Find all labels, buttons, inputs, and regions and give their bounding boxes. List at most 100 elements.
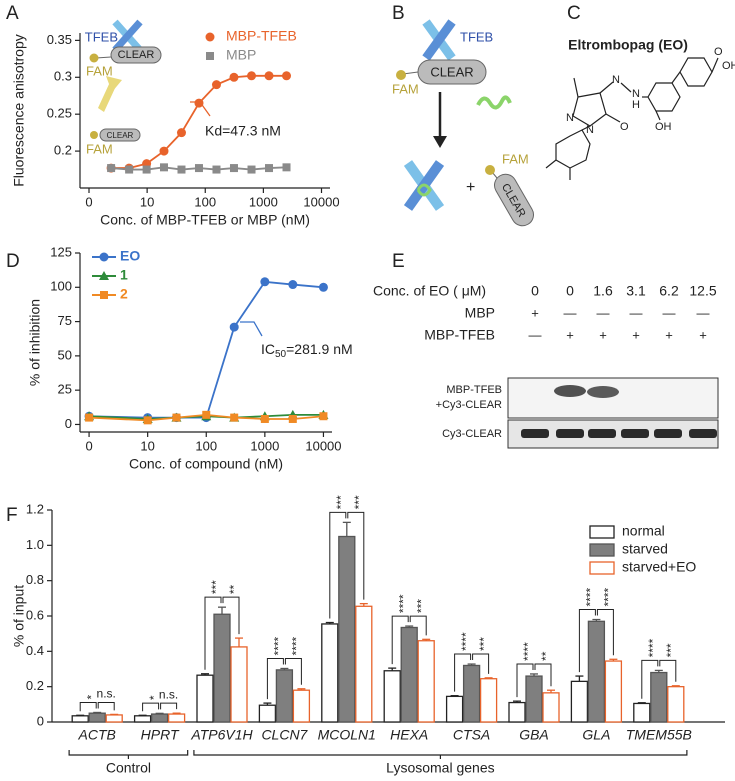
bar: [417, 640, 435, 723]
point: [288, 414, 297, 423]
point: [194, 98, 204, 108]
legend-label: EO: [120, 248, 140, 264]
annotation: Kd=47.3 nM: [205, 123, 281, 139]
point: [85, 413, 94, 422]
y-tick-label: 100: [50, 279, 72, 294]
arrow: [106, 76, 122, 92]
annotation-part: 50: [275, 349, 287, 360]
sig-label: ***: [209, 580, 223, 594]
atom-label: O: [714, 46, 723, 58]
point: [260, 414, 269, 423]
inset-diagram: TFEB CLEAR FAM CLEAR FAM: [85, 19, 162, 156]
bar: [542, 692, 560, 723]
sig-bracket: [266, 657, 284, 700]
sig-bracket: [97, 701, 115, 711]
point: [211, 80, 221, 90]
panel-label: F: [6, 505, 18, 526]
x-axis-title: Conc. of MBP-TFEB or MBP (nM): [100, 212, 310, 228]
bar: [604, 660, 623, 723]
sig-bracket: [641, 659, 659, 699]
bar: [71, 715, 89, 723]
x-tick-label: 10000: [303, 194, 339, 209]
diagram-label: TFEB: [460, 29, 493, 44]
sig-bracket: [79, 701, 97, 712]
annotation-part: =281.9 nM: [286, 341, 353, 357]
bar: [479, 678, 498, 723]
bar: [587, 620, 606, 723]
gel-mark: +: [665, 327, 673, 342]
atom-label: N: [566, 112, 574, 124]
diagram-b: TFEB CLEAR FAM + FAM CLEAR: [392, 19, 534, 227]
inset-label: CLEAR: [107, 131, 134, 140]
gel-row-label: MBP: [465, 305, 495, 321]
diagram-label: CLEAR: [430, 64, 473, 79]
x-tick-label: 1000: [249, 194, 278, 209]
x-tick-label: 100: [195, 438, 217, 453]
point: [318, 282, 328, 292]
legend-label: MBP-TFEB: [226, 28, 297, 44]
sig-label: *: [84, 694, 98, 699]
sig-label: ****: [396, 594, 410, 613]
fam-dot: [89, 53, 99, 63]
legend-label: MBP: [226, 47, 256, 63]
free-bands: [521, 429, 717, 438]
sig-bracket: [596, 609, 614, 656]
gel-mark: +: [699, 327, 707, 342]
panel-label: A: [6, 3, 19, 24]
x-tick-label: CLCN7: [261, 727, 308, 743]
point: [172, 413, 181, 422]
y-tick-label: 0.6: [26, 607, 44, 622]
shift-band: [587, 386, 619, 398]
gel-conc: 0: [566, 283, 574, 299]
group-label: Control: [106, 760, 151, 776]
bar: [105, 714, 123, 723]
legend-swatch: [589, 561, 615, 575]
bar: [213, 613, 231, 723]
gel-mark: +: [566, 327, 574, 342]
diagram-label: FAM: [502, 151, 529, 166]
sig-label: ***: [334, 495, 348, 509]
gel-band-label: +Cy3-CLEAR: [436, 399, 502, 411]
point: [282, 71, 292, 81]
y-tick-label: 125: [50, 244, 72, 259]
inset-label: TFEB: [85, 29, 118, 44]
y-tick-label: 0: [65, 416, 72, 431]
gel-mark: —: [630, 305, 643, 320]
gel-conc: 6.2: [659, 283, 679, 299]
gel-mark: +: [599, 327, 607, 342]
fam-dot: [90, 131, 98, 139]
group-bracket: [68, 750, 189, 759]
gel-e: [507, 377, 719, 449]
diagram-label: FAM: [392, 81, 419, 96]
sig-bracket: [329, 511, 347, 619]
atom-label: H: [632, 99, 640, 111]
x-tick-label: 1000: [250, 438, 279, 453]
gel-row-label: MBP-TFEB: [424, 327, 495, 343]
inset-label: FAM: [86, 63, 113, 78]
sig-bracket: [391, 615, 409, 665]
callout: [190, 101, 211, 117]
point: [176, 128, 186, 138]
gel-conc: 0: [531, 283, 539, 299]
sig-label: **: [227, 584, 241, 594]
sig-label: ***: [414, 599, 428, 613]
structure-title: Eltrombopag (EO): [568, 37, 688, 53]
gel-upper: [507, 377, 719, 419]
legend-swatch: [589, 543, 615, 557]
point: [265, 164, 274, 173]
x-tick-label: 0: [85, 438, 92, 453]
x-tick-label: TMEM55B: [626, 727, 692, 743]
sig-label: ****: [602, 588, 616, 607]
sig-bracket: [534, 663, 552, 687]
sig-bracket: [578, 609, 596, 673]
bar: [133, 715, 152, 723]
y-tick-label: 0.35: [47, 32, 72, 47]
x-tick-label: 100: [194, 194, 216, 209]
x-tick-label: 0: [85, 194, 92, 209]
bar: [445, 695, 464, 723]
bar: [230, 646, 248, 723]
point: [288, 280, 298, 290]
y-tick-label: 50: [58, 347, 72, 362]
y-tick-label: 0.2: [54, 143, 72, 158]
